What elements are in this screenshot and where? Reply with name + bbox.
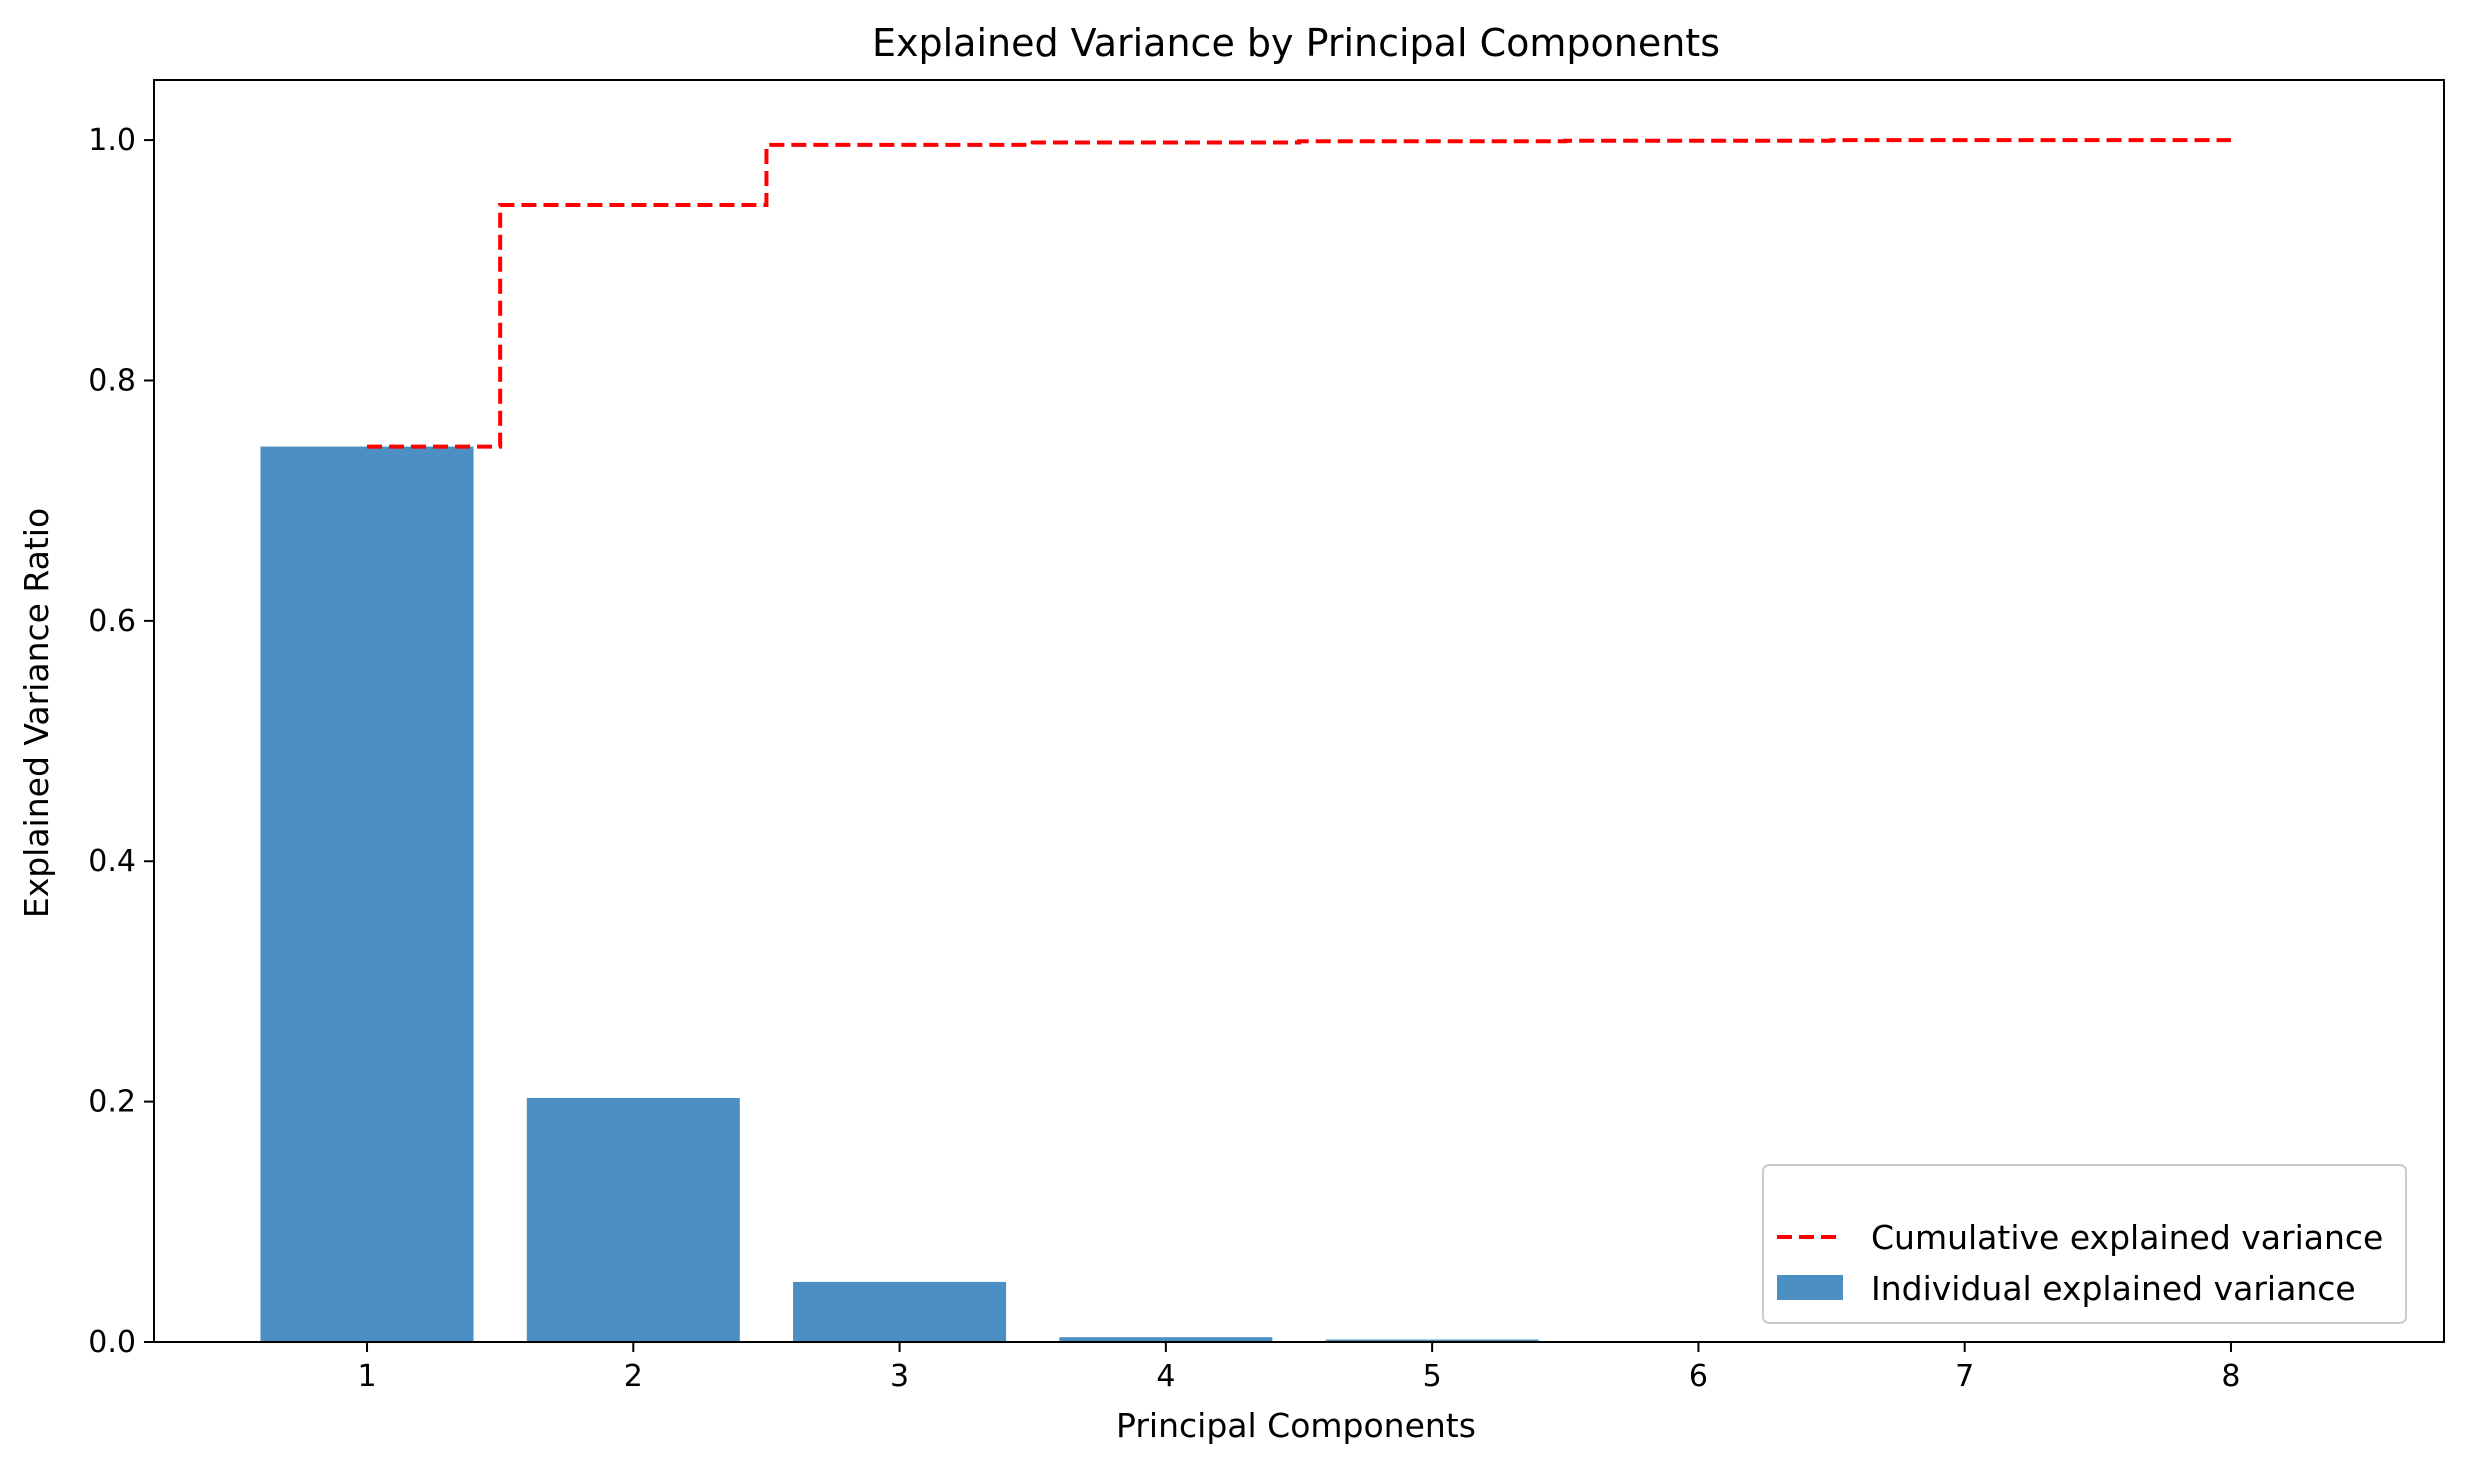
bar-4 — [1059, 1337, 1273, 1342]
x-axis-label: Principal Components — [1116, 1406, 1476, 1445]
x-tick-label-6: 6 — [1689, 1359, 1708, 1394]
bar-series-individual — [260, 446, 2338, 1343]
legend-label-cumulative: Cumulative explained variance — [1871, 1218, 2383, 1257]
legend-swatch-individual — [1777, 1275, 1843, 1300]
x-tick-label-8: 8 — [2221, 1359, 2240, 1394]
legend: Cumulative explained variance Individual… — [1762, 1164, 2407, 1324]
line-series-cumulative — [367, 138, 2231, 449]
bar-2 — [526, 1098, 740, 1342]
x-tick-label-5: 5 — [1423, 1359, 1442, 1394]
x-tick-label-4: 4 — [1156, 1359, 1175, 1394]
y-tick-label-0.4: 0.4 — [88, 844, 136, 879]
x-tick-label-7: 7 — [1955, 1359, 1974, 1394]
plot-area-frame — [153, 79, 2445, 1343]
y-axis: 0.0 0.2 0.4 0.6 0.8 1.0 — [88, 123, 154, 1360]
y-tick-label-0.8: 0.8 — [88, 363, 136, 398]
x-tick-label-3: 3 — [890, 1359, 909, 1394]
y-tick-label-0.2: 0.2 — [88, 1085, 136, 1120]
x-tick-label-2: 2 — [624, 1359, 643, 1394]
x-axis: 1 2 3 4 5 6 7 8 — [357, 1342, 2241, 1394]
x-tick-label-1: 1 — [357, 1359, 376, 1394]
y-tick-label-0.6: 0.6 — [88, 604, 136, 639]
bar-3 — [793, 1281, 1007, 1342]
cumulative-line — [367, 138, 2231, 449]
bar-1 — [260, 446, 474, 1343]
legend-frame — [1762, 1164, 2407, 1324]
y-tick-label-0.0: 0.0 — [88, 1325, 136, 1360]
bar-5 — [1325, 1339, 1539, 1342]
y-tick-label-1.0: 1.0 — [88, 123, 136, 158]
legend-label-individual: Individual explained variance — [1871, 1269, 2356, 1308]
chart-title: Explained Variance by Principal Componen… — [872, 21, 1720, 65]
y-axis-label: Explained Variance Ratio — [17, 508, 56, 918]
